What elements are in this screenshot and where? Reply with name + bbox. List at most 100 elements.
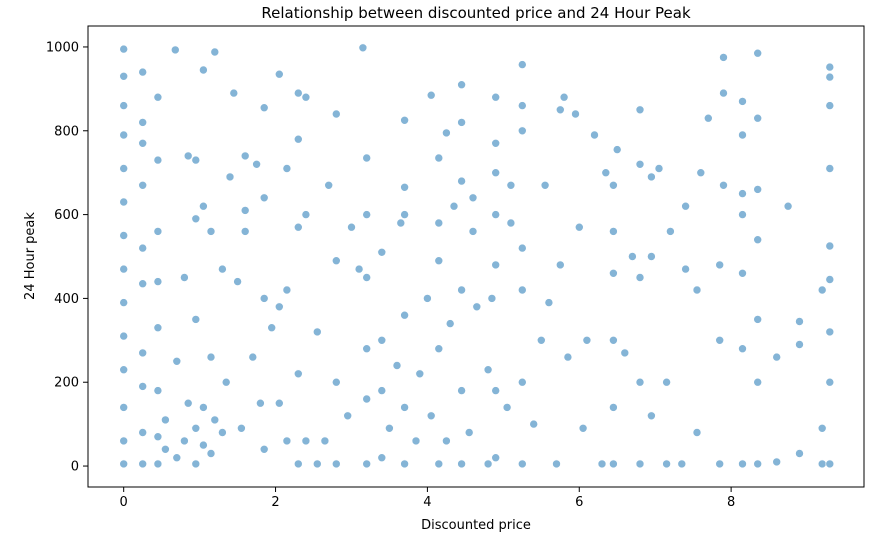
data-point [753, 377, 763, 387]
data-point [119, 44, 128, 54]
data-point [119, 197, 128, 207]
data-point [138, 348, 147, 358]
data-point [483, 365, 493, 375]
data-point [229, 88, 239, 98]
data-point [677, 459, 687, 469]
y-axis-title: 24 Hour peak [23, 212, 38, 300]
data-point [715, 459, 725, 469]
data-point [457, 459, 466, 469]
data-point [738, 344, 747, 354]
chart-title: Relationship between discounted price an… [261, 4, 691, 22]
points-layer [119, 43, 835, 469]
data-point [362, 394, 372, 404]
y-axis: 0 200 400 600 800 1000 [46, 40, 88, 475]
data-point [517, 377, 527, 387]
data-point [293, 369, 303, 379]
data-point [563, 352, 573, 362]
data-point [635, 105, 645, 115]
data-point [635, 160, 645, 169]
data-point [609, 227, 618, 236]
data-point [119, 298, 128, 307]
data-point [221, 377, 231, 387]
data-point [153, 155, 163, 165]
data-point [719, 88, 728, 98]
data-point [491, 260, 501, 270]
data-point [138, 67, 147, 77]
data-point [517, 126, 527, 136]
data-point [183, 398, 193, 408]
y-tick-label: 800 [54, 124, 79, 139]
data-point [119, 101, 128, 110]
plot-frame [87, 25, 865, 488]
data-point [210, 415, 220, 425]
data-point [138, 243, 147, 253]
data-point [738, 459, 747, 469]
data-point [267, 323, 277, 333]
data-point [362, 210, 372, 219]
data-point [445, 319, 455, 328]
data-point [400, 310, 409, 320]
data-point [199, 65, 208, 75]
data-point [396, 218, 406, 228]
data-point [817, 285, 827, 295]
data-point [191, 214, 201, 224]
x-tick-label: 4 [423, 495, 431, 510]
data-point [331, 256, 341, 266]
data-point [559, 92, 569, 102]
data-point [237, 423, 246, 433]
data-point [483, 459, 493, 469]
data-point [540, 181, 550, 190]
data-point [635, 377, 645, 387]
data-point [153, 459, 163, 469]
data-point [259, 444, 269, 454]
y-tick-label: 0 [71, 460, 79, 475]
data-point [772, 457, 782, 467]
data-point [362, 459, 372, 469]
data-point [293, 222, 303, 232]
data-point [506, 181, 516, 190]
data-point [601, 168, 611, 177]
data-point [259, 193, 269, 203]
data-point [825, 377, 835, 387]
data-point [612, 145, 622, 154]
data-point [696, 168, 706, 177]
data-point [119, 264, 128, 274]
data-point [434, 459, 444, 469]
data-point [358, 43, 368, 53]
data-point [282, 436, 292, 446]
data-point [609, 181, 618, 190]
data-point [468, 227, 478, 236]
data-point [442, 128, 451, 138]
data-point [574, 222, 584, 232]
data-point [259, 294, 269, 303]
data-point [171, 45, 180, 55]
data-point [400, 183, 409, 192]
data-point [502, 403, 512, 412]
data-point [301, 436, 311, 446]
data-point [400, 210, 409, 219]
data-point [218, 264, 227, 274]
data-point [119, 436, 128, 446]
data-point [423, 294, 432, 303]
data-point [578, 423, 588, 433]
data-point [457, 386, 466, 395]
data-point [312, 459, 322, 469]
data-point [817, 423, 827, 433]
data-point [331, 109, 341, 119]
data-point [681, 264, 690, 274]
data-point [362, 153, 372, 163]
data-point [119, 231, 128, 240]
data-point [259, 103, 269, 112]
data-point [434, 218, 444, 228]
data-point [620, 348, 630, 358]
data-point [293, 459, 303, 469]
data-point [491, 386, 501, 395]
data-point [753, 113, 763, 123]
data-point [347, 222, 356, 232]
data-point [153, 92, 163, 102]
data-point [825, 241, 835, 251]
data-point [240, 151, 250, 161]
data-point [464, 428, 474, 437]
data-point [681, 201, 690, 211]
